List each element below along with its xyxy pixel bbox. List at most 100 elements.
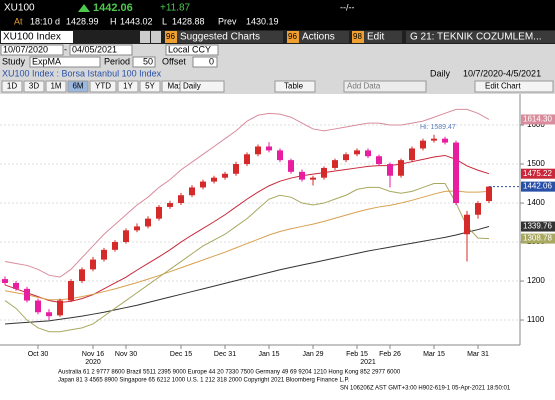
page-button[interactable] <box>406 31 555 43</box>
suggested-button[interactable] <box>177 31 283 43</box>
price-tag <box>521 221 555 232</box>
change: +11.87 <box>160 3 191 14</box>
series-line <box>4 154 490 303</box>
price-tag-label: 1308.78 <box>523 234 552 243</box>
range-button-label: 1M <box>50 82 61 91</box>
table: Table <box>284 82 304 91</box>
prev: 1430.19 <box>246 16 279 26</box>
frequency: Daily <box>430 68 451 78</box>
menu-num <box>165 31 177 43</box>
price-tag-label: 1475.22 <box>523 169 552 178</box>
x-tick-label: Mar 31 <box>467 351 489 358</box>
y-tick-label: 1200 <box>527 276 545 285</box>
candle-body <box>288 160 294 172</box>
period-select[interactable] <box>179 80 225 93</box>
annotation: Hi: 1589.47 <box>420 124 456 131</box>
candle-body <box>79 269 85 282</box>
prev-button[interactable] <box>140 31 150 43</box>
edit: Edit <box>367 32 384 43</box>
security-box[interactable] <box>1 31 73 43</box>
period-select-label: Daily <box>183 82 201 91</box>
candle-body <box>189 187 195 196</box>
x-tick-label: Dec 31 <box>214 351 236 358</box>
actions: Actions <box>302 32 335 43</box>
menu-num <box>352 31 364 43</box>
currency-select[interactable] <box>165 44 219 56</box>
candle-body <box>343 154 349 161</box>
security: XU100 Index <box>3 32 61 43</box>
x-tick-label: Jan 29 <box>302 351 323 358</box>
price-tag <box>521 233 555 244</box>
x-tick-label: Nov 30 <box>115 351 137 358</box>
series-line <box>4 226 490 325</box>
candle-body <box>453 142 459 204</box>
open: 1428.99 <box>66 16 99 26</box>
candle-body <box>365 150 371 157</box>
study: ExpMA <box>32 56 61 66</box>
low-label: L <box>162 16 167 26</box>
suggested-num: 96 <box>166 32 175 41</box>
candle-body <box>35 300 41 313</box>
candle-body <box>167 203 173 207</box>
candle-body <box>431 138 437 141</box>
candle-body <box>90 259 96 270</box>
time: 18:10 d <box>30 16 60 26</box>
offset: 0 <box>209 56 214 66</box>
offset-input[interactable] <box>192 56 218 68</box>
start-input[interactable] <box>0 44 64 56</box>
x-tick-label: Jan 15 <box>258 351 279 358</box>
range-button[interactable] <box>23 80 45 93</box>
volume: --/-- <box>340 2 355 12</box>
last-tag-label: 1442.06 <box>523 182 552 191</box>
add-data[interactable] <box>343 80 427 93</box>
end-input[interactable] <box>69 44 133 56</box>
edit-num: 98 <box>353 32 362 41</box>
range-button[interactable] <box>89 80 117 93</box>
candle-body <box>420 140 426 149</box>
candle-body <box>2 279 8 283</box>
edit-chart[interactable] <box>474 80 554 93</box>
candle-body <box>376 156 382 165</box>
candle-body <box>486 186 492 202</box>
candle-body <box>354 150 360 155</box>
edit-button[interactable] <box>364 31 402 43</box>
range-button[interactable] <box>139 80 161 93</box>
high: 1443.02 <box>120 16 153 26</box>
study-select[interactable] <box>29 56 101 68</box>
candle-body <box>233 164 239 174</box>
range-button[interactable] <box>1 80 23 93</box>
period: 50 <box>143 56 153 66</box>
actions-button[interactable] <box>299 31 349 43</box>
footer: Japan 81 3 4565 8900 Singapore 65 6212 1… <box>58 378 350 384</box>
page: G 21: TEKNIK COZUMLEM... <box>410 32 542 43</box>
range-button-label: 5Y <box>145 82 155 91</box>
x-tick-label: Oct 30 <box>28 351 49 358</box>
range-button[interactable] <box>45 80 67 93</box>
menu-num <box>287 31 299 43</box>
range-button-label: YTD <box>95 82 111 91</box>
period-input[interactable] <box>132 56 156 68</box>
candle-body <box>255 146 261 155</box>
candle-body <box>24 288 30 301</box>
y-tick-label: 1100 <box>527 315 545 324</box>
range-button-label: 1Y <box>123 82 133 91</box>
offset-label: Offset <box>162 56 186 66</box>
study-label: Study <box>2 56 26 66</box>
candle-body <box>387 164 393 176</box>
candle-body <box>13 282 19 289</box>
candle-body <box>409 148 415 161</box>
series-line <box>4 190 490 301</box>
candle-body <box>112 242 118 250</box>
up-arrow <box>78 4 90 12</box>
candle-body <box>222 173 228 178</box>
ticker: XU100 <box>4 3 35 14</box>
y-tick-label: 1500 <box>527 159 545 168</box>
table-button[interactable] <box>274 80 316 93</box>
range-button[interactable] <box>117 80 139 93</box>
next-button[interactable] <box>151 31 161 43</box>
range-button[interactable] <box>67 80 89 93</box>
price-tag-label: 1339.76 <box>523 222 552 231</box>
x-tick-label: Dec 15 <box>170 351 192 358</box>
footer: Australia 61 2 9777 8600 Brazil 5511 239… <box>58 370 401 376</box>
